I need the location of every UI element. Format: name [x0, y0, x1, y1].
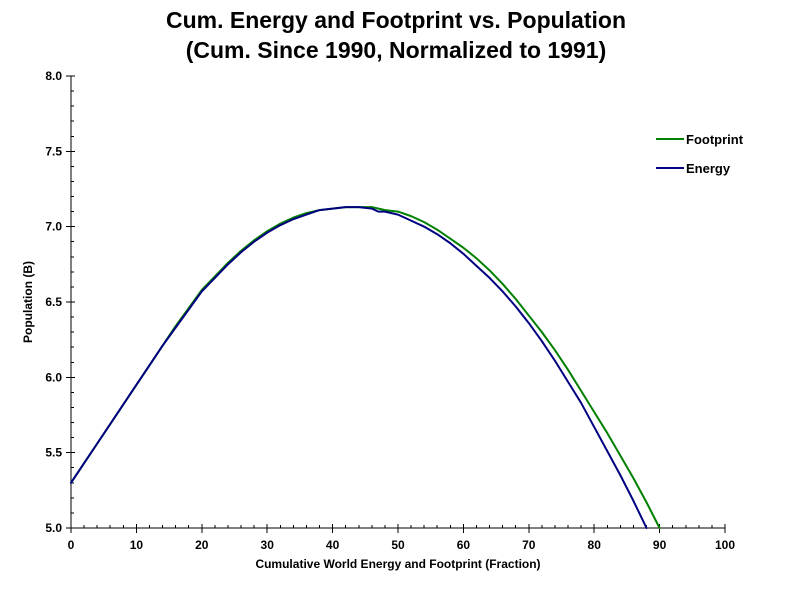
footprint-series-line [70, 206, 661, 529]
x-tick-label: 60 [457, 538, 471, 552]
x-axis-title: Cumulative World Energy and Footprint (F… [255, 557, 541, 571]
y-tick-label: 6.0 [45, 370, 62, 384]
y-tick-label: 5.0 [45, 521, 62, 535]
y-tick-label: 8.0 [45, 69, 62, 83]
title-block: Cum. Energy and Footprint vs. Population… [0, 5, 792, 65]
chart-subtitle: (Cum. Since 1990, Normalized to 1991) [185, 37, 607, 63]
y-tick-label: 6.5 [45, 295, 62, 309]
x-tick-label: 90 [653, 538, 667, 552]
x-tick-label: 70 [522, 538, 536, 552]
y-tick-label: 5.5 [45, 446, 62, 460]
legend: Footprint Energy [656, 131, 743, 189]
x-tick-label: 80 [588, 538, 602, 552]
y-axis-title: Population (B) [21, 261, 35, 343]
footprint-legend-label: Footprint [686, 131, 744, 147]
chart-title: Cum. Energy and Footprint vs. Population [165, 7, 626, 33]
x-tick-label: 40 [326, 538, 340, 552]
x-tick-label: 100 [715, 538, 735, 552]
y-tick-label: 7.0 [45, 220, 62, 234]
x-tick-label: 20 [195, 538, 209, 552]
x-tick-label: 0 [68, 538, 75, 552]
energy-legend-label: Energy [686, 160, 731, 176]
x-tick-label: 10 [130, 538, 144, 552]
legend-item-footprint: Footprint [656, 131, 743, 147]
energy-series-line [70, 206, 648, 529]
legend-item-energy: Energy [656, 160, 743, 176]
x-tick-label: 30 [261, 538, 275, 552]
x-tick-label: 50 [391, 538, 405, 552]
y-tick-label: 7.5 [45, 144, 62, 158]
footprint-legend-line-swatch [656, 138, 684, 140]
energy-legend-line-swatch [656, 167, 684, 169]
